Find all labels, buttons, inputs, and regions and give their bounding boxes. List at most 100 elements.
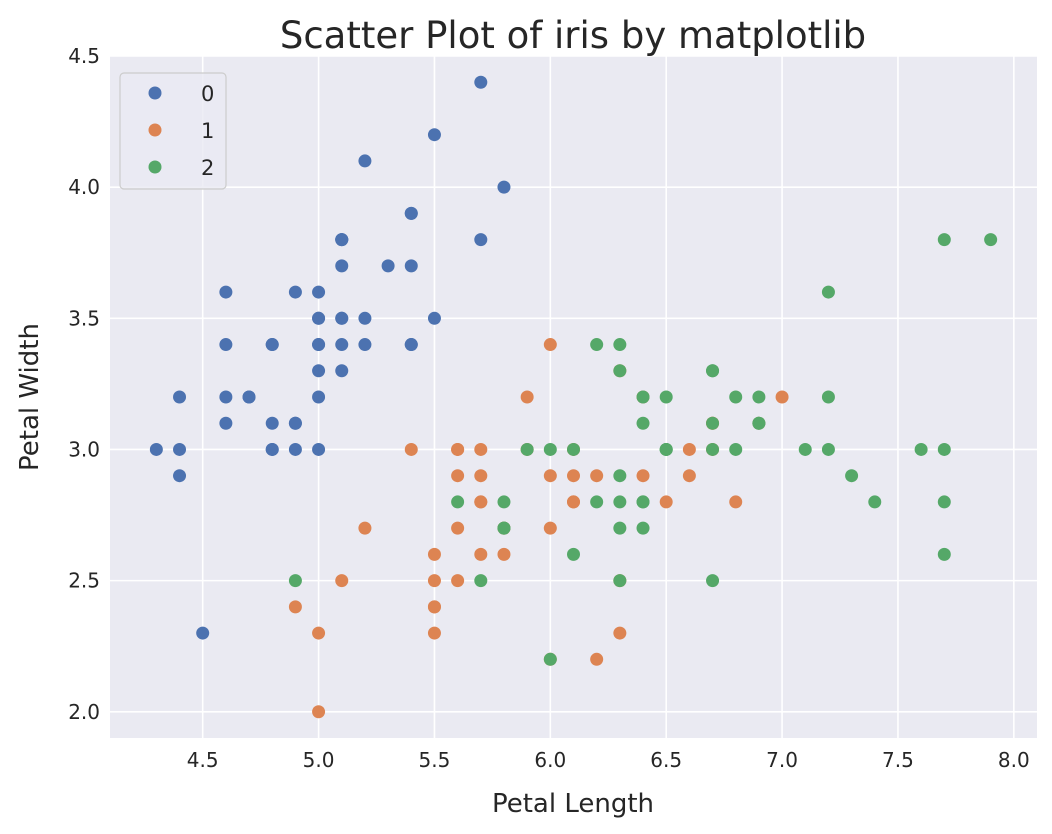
y-axis-label: Petal Width bbox=[15, 323, 45, 471]
data-point bbox=[567, 443, 580, 456]
data-point bbox=[938, 233, 951, 246]
data-point bbox=[335, 259, 348, 272]
data-point bbox=[358, 312, 371, 325]
data-point bbox=[196, 627, 209, 640]
data-point bbox=[428, 548, 441, 561]
data-point bbox=[428, 627, 441, 640]
x-tick-label: 5.5 bbox=[419, 748, 451, 772]
data-point bbox=[706, 574, 719, 587]
data-point bbox=[266, 443, 279, 456]
data-point bbox=[613, 364, 626, 377]
x-tick-label: 7.5 bbox=[882, 748, 914, 772]
data-point bbox=[683, 469, 696, 482]
data-point bbox=[637, 469, 650, 482]
data-point bbox=[405, 443, 418, 456]
data-point bbox=[474, 574, 487, 587]
data-point bbox=[451, 522, 464, 535]
data-point bbox=[451, 495, 464, 508]
data-point bbox=[335, 364, 348, 377]
data-point bbox=[312, 312, 325, 325]
data-point bbox=[312, 705, 325, 718]
data-point bbox=[613, 522, 626, 535]
data-point bbox=[776, 391, 789, 404]
data-point bbox=[497, 522, 510, 535]
data-point bbox=[613, 495, 626, 508]
data-point bbox=[521, 443, 534, 456]
data-point bbox=[544, 443, 557, 456]
data-point bbox=[289, 286, 302, 299]
data-point bbox=[289, 417, 302, 430]
data-point bbox=[660, 443, 673, 456]
data-point bbox=[822, 443, 835, 456]
legend: 0 1 2 bbox=[120, 73, 226, 189]
data-point bbox=[613, 574, 626, 587]
y-tick-label: 3.5 bbox=[68, 306, 100, 330]
data-point bbox=[637, 522, 650, 535]
data-point bbox=[312, 391, 325, 404]
y-tick-label: 2.5 bbox=[68, 569, 100, 593]
data-point bbox=[219, 417, 232, 430]
legend-marker bbox=[149, 87, 162, 100]
data-point bbox=[243, 391, 256, 404]
y-tick-label: 4.5 bbox=[68, 44, 100, 68]
data-point bbox=[474, 495, 487, 508]
data-point bbox=[173, 443, 186, 456]
data-point bbox=[822, 286, 835, 299]
data-point bbox=[428, 128, 441, 141]
data-point bbox=[312, 443, 325, 456]
data-point bbox=[544, 653, 557, 666]
data-point bbox=[938, 443, 951, 456]
data-point bbox=[358, 522, 371, 535]
data-point bbox=[219, 286, 232, 299]
data-point bbox=[938, 495, 951, 508]
data-point bbox=[289, 574, 302, 587]
data-point bbox=[706, 443, 719, 456]
data-point bbox=[660, 391, 673, 404]
data-point bbox=[173, 391, 186, 404]
data-point bbox=[474, 233, 487, 246]
data-point bbox=[428, 312, 441, 325]
data-point bbox=[752, 391, 765, 404]
data-point bbox=[613, 469, 626, 482]
legend-marker bbox=[149, 161, 162, 174]
data-point bbox=[474, 76, 487, 89]
data-point bbox=[590, 469, 603, 482]
data-point bbox=[150, 443, 163, 456]
data-point bbox=[567, 469, 580, 482]
data-point bbox=[729, 391, 742, 404]
legend-label: 0 bbox=[201, 82, 214, 106]
data-point bbox=[428, 600, 441, 613]
data-point bbox=[590, 495, 603, 508]
data-point bbox=[335, 338, 348, 351]
data-point bbox=[312, 627, 325, 640]
data-point bbox=[405, 338, 418, 351]
data-point bbox=[335, 312, 348, 325]
data-point bbox=[729, 495, 742, 508]
data-point bbox=[289, 443, 302, 456]
data-point bbox=[497, 495, 510, 508]
data-point bbox=[358, 338, 371, 351]
y-tick-label: 3.0 bbox=[68, 437, 100, 461]
data-point bbox=[706, 364, 719, 377]
data-point bbox=[382, 259, 395, 272]
data-point bbox=[312, 286, 325, 299]
data-point bbox=[405, 259, 418, 272]
data-point bbox=[497, 181, 510, 194]
data-point bbox=[729, 443, 742, 456]
y-tick-label: 4.0 bbox=[68, 175, 100, 199]
data-point bbox=[637, 495, 650, 508]
data-point bbox=[451, 469, 464, 482]
data-point bbox=[868, 495, 881, 508]
data-point bbox=[497, 548, 510, 561]
data-point bbox=[358, 154, 371, 167]
x-tick-label: 4.5 bbox=[187, 748, 219, 772]
x-tick-label: 6.5 bbox=[650, 748, 682, 772]
y-tick-label: 2.0 bbox=[68, 700, 100, 724]
data-point bbox=[822, 391, 835, 404]
data-point bbox=[474, 469, 487, 482]
chart-title: Scatter Plot of iris by matplotlib bbox=[280, 14, 866, 57]
data-point bbox=[938, 548, 951, 561]
x-tick-label: 5.0 bbox=[303, 748, 335, 772]
x-axis-label: Petal Length bbox=[492, 789, 654, 819]
